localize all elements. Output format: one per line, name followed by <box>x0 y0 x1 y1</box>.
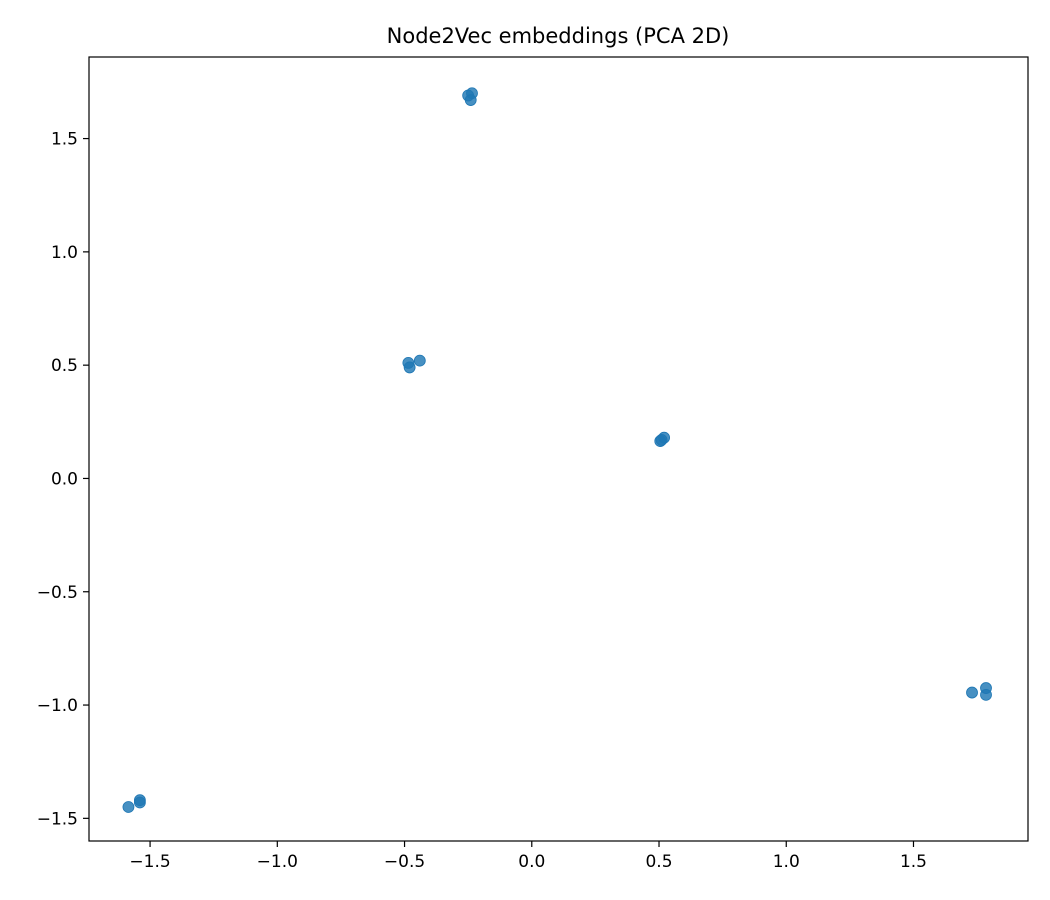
x-tick-label: 0.5 <box>645 852 672 872</box>
y-tick-label: −1.0 <box>37 696 78 716</box>
data-point <box>980 688 992 701</box>
x-tick-label: 0.0 <box>518 852 545 872</box>
plot-frame <box>88 56 1029 842</box>
data-point <box>133 796 146 809</box>
y-tick-label: −1.5 <box>37 809 78 829</box>
chart-title: Node2Vec embeddings (PCA 2D) <box>387 24 730 48</box>
x-tick-label: −1.5 <box>129 852 170 872</box>
y-tick-label: 0.5 <box>51 356 78 376</box>
data-point <box>122 801 135 813</box>
y-tick-label: 1.5 <box>51 130 78 150</box>
y-tick-label: −0.5 <box>37 583 78 603</box>
x-tick-label: −1.0 <box>257 852 298 872</box>
y-tick-label: 0.0 <box>51 469 78 489</box>
data-point <box>464 94 477 106</box>
x-tick-label: 1.0 <box>773 852 800 872</box>
data-point <box>403 361 416 374</box>
x-tick-label: 1.5 <box>900 852 927 872</box>
data-point <box>413 354 426 367</box>
data-markers <box>122 87 992 813</box>
plot-area <box>88 56 1029 842</box>
y-axis: −1.5 −1.0 −0.5 0.0 0.5 1.0 1.5 <box>37 130 89 829</box>
y-tick-label: 1.0 <box>51 243 78 263</box>
x-axis: −1.5 −1.0 −0.5 0.0 0.5 1.0 1.5 <box>129 841 927 872</box>
data-point <box>966 686 978 699</box>
data-point <box>655 434 668 446</box>
x-tick-label: −0.5 <box>384 852 425 872</box>
